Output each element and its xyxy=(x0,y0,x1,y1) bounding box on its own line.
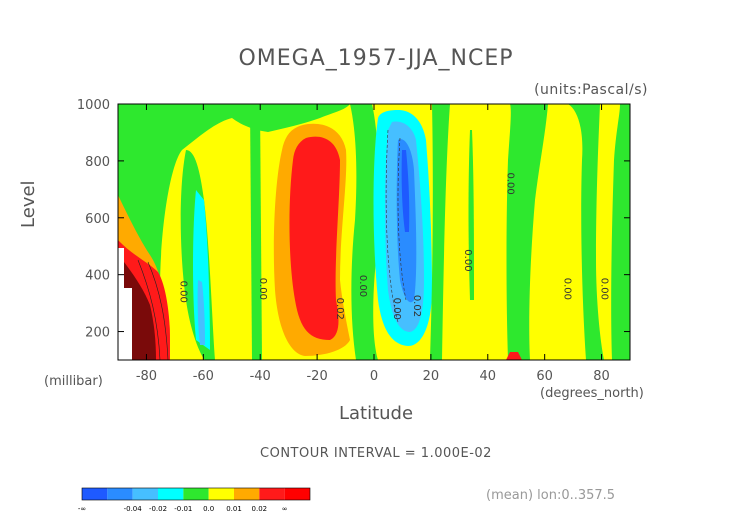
green-band-20n xyxy=(430,104,450,360)
white-masked-area-top xyxy=(118,248,124,288)
south-polar-green-region xyxy=(118,104,232,290)
contour-line-pos-2 xyxy=(147,261,169,360)
mean-longitude-note: (mean) lon:0..357.5 xyxy=(486,488,616,503)
axis-ticks: -80 -60 -40 -20 0 20 40 60 80 200 400 600 800 1000 xyxy=(77,98,630,384)
contour-line-neg-2 xyxy=(385,129,399,323)
contour-label-2: 0.02 xyxy=(334,298,345,320)
colorbar-segment xyxy=(208,488,234,500)
green-band-40s xyxy=(250,104,262,360)
contour-label-5: 0.02 xyxy=(411,295,422,317)
contour-label-8: 0.00 xyxy=(562,278,573,300)
colorbar-label: 0.01 xyxy=(226,505,242,513)
contour-label-1: 0.00 xyxy=(257,278,268,300)
green-band-upper-mid xyxy=(232,104,350,132)
cyan-band-60s xyxy=(193,190,210,350)
colorbar-label: 0.0 xyxy=(203,505,214,513)
colorbar-label: -0.01 xyxy=(174,505,192,513)
colorbar-segment xyxy=(234,488,260,500)
x-tick-label: 20 xyxy=(423,369,440,384)
colorbar-segment xyxy=(82,488,108,500)
units-label: (units:Pascal/s) xyxy=(534,82,648,98)
colorbar: -∞ -0.04 -0.02 -0.01 0.0 0.01 0.02 ∞ xyxy=(78,487,311,513)
contour-label-7: 0.00 xyxy=(505,173,516,195)
x-tick-label: -60 xyxy=(193,369,214,384)
y-tick-label: 400 xyxy=(85,269,110,284)
colorbar-frame xyxy=(81,487,311,501)
x-tick-label: 60 xyxy=(536,369,553,384)
x-axis-unit: (degrees_north) xyxy=(540,386,644,401)
colorbar-segment xyxy=(259,488,285,500)
x-tick-label: -40 xyxy=(250,369,271,384)
green-band-45n xyxy=(506,104,548,360)
x-tick-label: -80 xyxy=(136,369,157,384)
contour-line-labels: 0.00 0.00 0.02 0.00 0.00 0.02 0.00 0.00 0.00 0.00 xyxy=(178,173,610,320)
green-thin-band-30n xyxy=(468,130,474,300)
contour-label-9: 0.00 xyxy=(599,278,610,300)
contour-line-neg-1 xyxy=(397,137,407,301)
x-tick-label: 0 xyxy=(370,369,378,384)
y-tick-label: 1000 xyxy=(77,98,110,113)
contour-label-6: 0.00 xyxy=(462,249,473,271)
x-tick-label: 80 xyxy=(593,369,610,384)
colorbar-label: -0.04 xyxy=(124,505,143,513)
y-axis-unit: (millibar) xyxy=(44,374,103,389)
colorbar-segment xyxy=(284,488,310,500)
chart-title: OMEGA_1957-JJA_NCEP xyxy=(238,46,514,71)
red-core-20s xyxy=(289,136,340,340)
x-tick-label: 40 xyxy=(480,369,497,384)
light-blue-band-60s xyxy=(197,280,205,345)
white-masked-area-bottom xyxy=(118,288,132,360)
colorbar-segment xyxy=(183,488,209,500)
contour-label-0: 0.00 xyxy=(178,281,189,303)
x-axis-title: Latitude xyxy=(338,403,414,424)
x-tick-label: -20 xyxy=(306,369,327,384)
green-band-5s xyxy=(350,104,379,360)
green-band-90n xyxy=(611,104,630,360)
contour-fill-regions xyxy=(118,104,630,360)
contour-line-pos-1 xyxy=(137,259,161,360)
colorbar-label: ∞ xyxy=(282,505,288,513)
colorbar-label: -0.02 xyxy=(149,505,167,513)
y-tick-label: 800 xyxy=(85,155,110,170)
colorbar-segment xyxy=(158,488,184,500)
colorbar-label: 0.02 xyxy=(252,505,268,513)
contour-interval-text: CONTOUR INTERVAL = 1.000E-02 xyxy=(260,446,492,461)
green-band-70n xyxy=(568,104,604,360)
colorbar-label: -∞ xyxy=(78,505,86,513)
colorbar-segment xyxy=(107,488,133,500)
y-tick-label: 600 xyxy=(85,212,110,227)
red-patch-50n xyxy=(506,352,522,360)
contour-label-4: 0.00 xyxy=(391,298,402,320)
y-tick-label: 200 xyxy=(85,326,110,341)
contour-label-3: 0.00 xyxy=(357,275,368,297)
dark-blue-core-10n xyxy=(401,150,410,232)
colorbar-segment xyxy=(132,488,158,500)
